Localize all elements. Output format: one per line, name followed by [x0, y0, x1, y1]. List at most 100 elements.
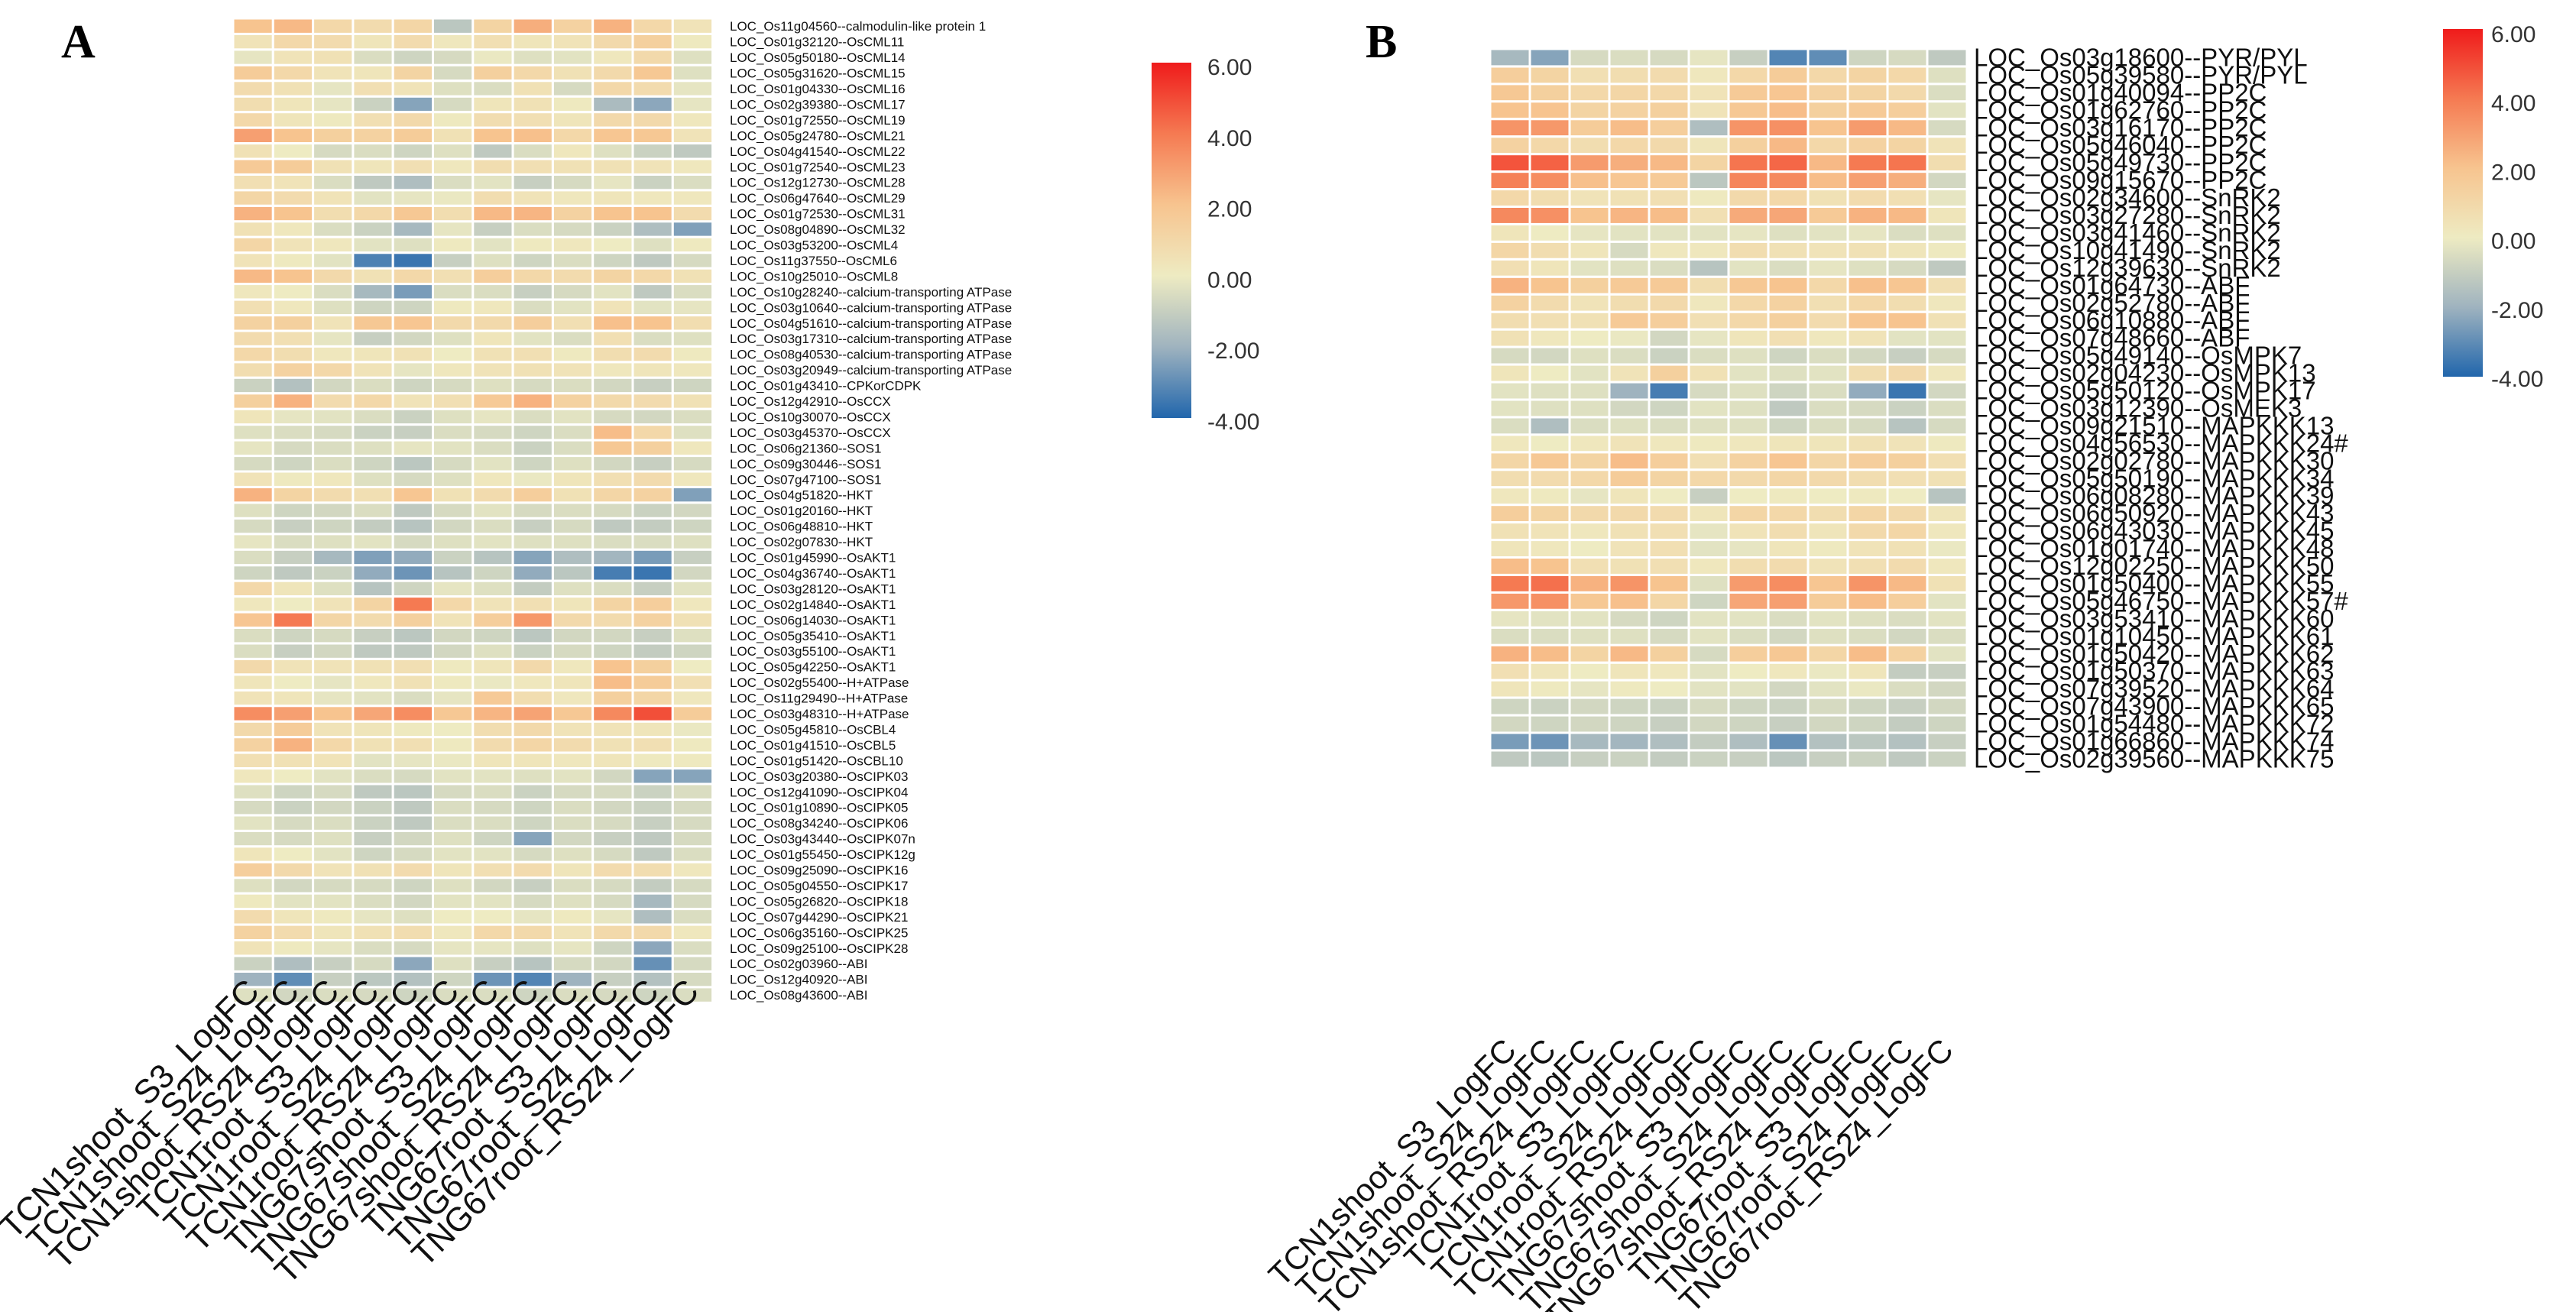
- heatmap-a-cell: [271, 423, 315, 442]
- heatmap-a-row-label: LOC_Os03g17310--calcium-transporting ATP…: [730, 332, 1012, 346]
- heatmap-a-row-label: LOC_Os12g41090--OsCIPK04: [730, 785, 908, 799]
- heatmap-a-cell: [551, 923, 595, 941]
- heatmap-a-cell: [591, 33, 634, 51]
- legend-a-tick: -2.00: [1207, 339, 1259, 364]
- heatmap-a-cell: [671, 860, 714, 880]
- heatmap-b-cell: [1489, 363, 1531, 384]
- heatmap-a-row-label: LOC_Os01g55450--OsCIPK12g: [730, 847, 915, 862]
- heatmap-b-cell: [1806, 188, 1849, 209]
- heatmap-a-cell: [391, 298, 435, 317]
- heatmap-a-cell: [671, 298, 714, 317]
- heatmap-a-cell: [591, 283, 634, 301]
- heatmap-a-cell: [391, 157, 435, 176]
- heatmap-a-cell: [551, 361, 595, 379]
- heatmap-a-cell: [432, 298, 475, 317]
- heatmap-a-row-label: LOC_Os03g20380--OsCIPK03: [730, 769, 908, 784]
- heatmap-b-cell: [1926, 188, 1968, 209]
- heatmap-a-row-label: LOC_Os01g72530--OsCML31: [730, 207, 906, 222]
- heatmap-b-cell: [1767, 468, 1810, 489]
- heatmap-a-cell: [232, 564, 274, 582]
- heatmap-a-cell: [352, 799, 394, 817]
- heatmap-a-cell: [391, 17, 435, 35]
- heatmap-a-cell: [551, 220, 595, 238]
- heatmap-b-row-label: LOC_Os05g50120--OsMPK17: [1974, 377, 2316, 405]
- heatmap-a-cell: [312, 829, 355, 848]
- heatmap-a-cell: [232, 79, 274, 98]
- heatmap-b-cell: [1846, 381, 1889, 401]
- heatmap-a-cell: [671, 267, 714, 286]
- heatmap-b-cell: [1767, 539, 1810, 559]
- heatmap-b-row-label: LOC_Os01g50420--MAPKKK62: [1974, 640, 2334, 668]
- heatmap-b-cell: [1568, 714, 1611, 734]
- heatmap-a-cell: [232, 720, 274, 739]
- legend-b-tick: 2.00: [2491, 160, 2535, 185]
- heatmap-a-cell: [312, 407, 355, 426]
- heatmap-a-cell: [471, 611, 514, 629]
- heatmap-a-row-label: LOC_Os07g47100--SOS1: [730, 472, 881, 487]
- heatmap-b-row-label: LOC_Os07g43900--MAPKKK65: [1974, 692, 2334, 721]
- heatmap-b-cell: [1926, 363, 1968, 384]
- heatmap-b-cell: [1568, 416, 1611, 436]
- heatmap-a-row-label: LOC_Os02g14840--OsAKT1: [730, 598, 896, 612]
- heatmap-b-cell: [1489, 451, 1531, 471]
- heatmap-b-cell: [1648, 626, 1690, 646]
- heatmap-b-cell: [1767, 206, 1810, 225]
- heatmap-b-cell: [1806, 591, 1849, 611]
- heatmap-a-cell: [232, 376, 274, 395]
- heatmap-a-cell: [631, 33, 674, 51]
- heatmap-b-cell: [1846, 240, 1889, 261]
- heatmap-b-cell: [1886, 416, 1929, 436]
- heatmap-a-cell: [312, 705, 355, 723]
- heatmap-a-cell: [391, 736, 435, 754]
- heatmap-b-cell: [1846, 118, 1889, 138]
- heatmap-a-cell: [631, 314, 674, 332]
- heatmap-b-cell: [1767, 433, 1810, 454]
- heatmap-b-cell: [1767, 100, 1810, 121]
- heatmap-a-cell: [591, 204, 634, 223]
- panel-letter-b: B: [1366, 16, 1397, 68]
- heatmap-b-cell: [1727, 170, 1770, 191]
- heatmap-b-cell: [1568, 328, 1611, 348]
- heatmap-a-cell: [352, 157, 394, 176]
- heatmap-b-cell: [1568, 556, 1611, 576]
- heatmap-b-cell: [1528, 504, 1571, 524]
- legend-a-tick: -4.00: [1207, 410, 1259, 435]
- heatmap-a-cell: [471, 579, 514, 598]
- heatmap-a-cell: [271, 79, 315, 98]
- heatmap-a-cell: [511, 705, 554, 723]
- heatmap-b-cell: [1886, 679, 1929, 699]
- heatmap-a-row-label: LOC_Os05g50180--OsCML14: [730, 50, 906, 65]
- heatmap-a-row-label: LOC_Os08g40530--calcium-transporting ATP…: [730, 348, 1012, 362]
- heatmap-a-cell: [591, 908, 634, 926]
- heatmap-b-cell: [1806, 504, 1849, 524]
- heatmap-a-cell: [432, 845, 475, 863]
- heatmap-b-cell: [1528, 556, 1571, 576]
- heatmap-a-cell: [631, 673, 674, 692]
- heatmap-a-cell: [352, 517, 394, 536]
- heatmap-b-cell: [1806, 451, 1849, 471]
- heatmap-b-cell: [1846, 451, 1889, 471]
- heatmap-b-row-label: LOC_Os03g12390--OsMEK3: [1974, 394, 2302, 423]
- heatmap-a-cell: [232, 923, 274, 941]
- heatmap-b-row-label: LOC_Os03g41460--SnRK2: [1974, 219, 2281, 247]
- heatmap-a-cell: [591, 799, 634, 817]
- heatmap-a-cell: [551, 782, 595, 801]
- heatmap-a-cell: [471, 392, 514, 410]
- heatmap-a-cell: [271, 220, 315, 238]
- heatmap-b-cell: [1608, 521, 1651, 541]
- heatmap-b-cell: [1568, 539, 1611, 559]
- heatmap-a-cell: [352, 407, 394, 426]
- heatmap-a-cell: [352, 345, 394, 364]
- heatmap-b-cell: [1489, 153, 1531, 173]
- heatmap-a-cell: [271, 111, 315, 129]
- heatmap-a-row-label: LOC_Os05g35410--OsAKT1: [730, 629, 896, 643]
- heatmap-a-cell: [232, 782, 274, 801]
- heatmap-a-cell: [591, 157, 634, 176]
- heatmap-a-cell: [232, 908, 274, 926]
- heatmap-b-cell: [1608, 539, 1651, 559]
- heatmap-b-cell: [1568, 275, 1611, 296]
- heatmap-a-cell: [471, 627, 514, 645]
- heatmap-b-cell: [1489, 626, 1531, 646]
- heatmap-a-cell: [432, 157, 475, 176]
- heatmap-b-cell: [1687, 556, 1730, 576]
